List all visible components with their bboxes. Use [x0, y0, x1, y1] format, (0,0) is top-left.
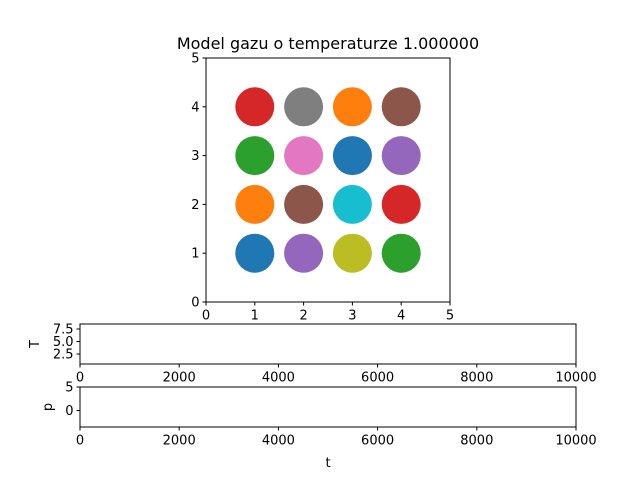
temperature-axes-frame — [79, 323, 577, 365]
pressure-ticks: 0 2000 4000 6000 8000 10000 0 5 — [65, 381, 596, 449]
particles-panel: Model gazu o temperaturze 1.000000 0 1 2 3 4… — [177, 34, 479, 324]
x-tick-label: 4000 — [262, 434, 295, 449]
x-tick-label: 5 — [446, 309, 454, 324]
pressure-panel: p t 0 2000 4000 6000 8000 10000 0 5 — [41, 381, 597, 472]
x-tick-label: 2 — [299, 309, 307, 324]
particle-point — [235, 184, 275, 224]
x-tick-label: 6000 — [361, 434, 394, 449]
particle-point — [284, 87, 324, 127]
temperature-axis-label: T — [28, 340, 43, 349]
particle-point — [284, 136, 324, 176]
particle-point — [332, 233, 372, 273]
time-axis-label: t — [325, 456, 330, 471]
particle-point — [235, 233, 275, 273]
particle-point — [284, 233, 324, 273]
x-tick-label: 8000 — [460, 371, 493, 386]
x-tick-label: 3 — [348, 309, 356, 324]
y-tick-label: 3 — [191, 149, 199, 164]
x-tick-label: 0 — [76, 434, 84, 449]
chart-title: Model gazu o temperaturze 1.000000 — [177, 34, 479, 53]
x-tick-label: 2000 — [163, 434, 196, 449]
particle-point — [332, 136, 372, 176]
y-tick-label: 0 — [65, 404, 73, 419]
particles-ticks: 0 1 2 3 4 5 0 1 2 3 4 5 — [191, 52, 454, 324]
y-tick-label: 4 — [191, 100, 199, 115]
y-tick-label: 5 — [65, 381, 73, 396]
x-tick-label: 4000 — [262, 371, 295, 386]
y-tick-label: 0 — [191, 296, 199, 311]
pressure-axes-frame — [79, 386, 577, 428]
particles-layer — [235, 87, 421, 273]
particles-axes-frame — [205, 57, 451, 303]
y-tick-label: 7.5 — [53, 323, 74, 338]
particle-point — [381, 233, 421, 273]
y-tick-label: 5 — [191, 52, 199, 67]
x-tick-label: 6000 — [361, 371, 394, 386]
particle-point — [332, 184, 372, 224]
y-tick-label: 2 — [191, 198, 199, 213]
particle-point — [332, 87, 372, 127]
particle-point — [381, 136, 421, 176]
y-tick-label: 1 — [191, 247, 199, 262]
x-tick-label: 1 — [251, 309, 259, 324]
particle-point — [235, 87, 275, 127]
particle-point — [284, 184, 324, 224]
x-tick-label: 2000 — [163, 371, 196, 386]
y-tick-label: 5.0 — [53, 335, 74, 350]
temperature-ticks: 0 2000 4000 6000 8000 10000 2.55.07.5 — [53, 323, 597, 386]
y-tick-label: 2.5 — [53, 348, 74, 363]
particle-point — [381, 87, 421, 127]
particle-point — [381, 184, 421, 224]
x-tick-label: 10000 — [555, 434, 596, 449]
x-tick-label: 0 — [202, 309, 210, 324]
x-tick-label: 8000 — [460, 434, 493, 449]
x-tick-label: 4 — [397, 309, 405, 324]
temperature-panel: T 0 2000 4000 6000 8000 10000 2.55.07.5 — [28, 323, 597, 386]
x-tick-label: 10000 — [555, 371, 596, 386]
particle-point — [235, 136, 275, 176]
pressure-axis-label: p — [41, 403, 56, 411]
x-tick-label: 0 — [76, 371, 84, 386]
